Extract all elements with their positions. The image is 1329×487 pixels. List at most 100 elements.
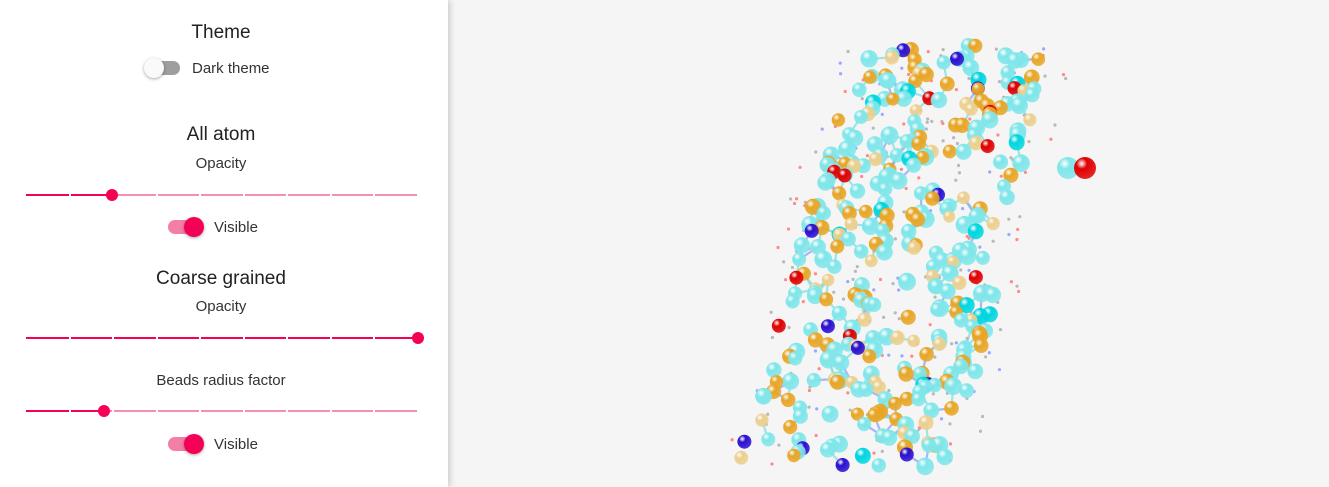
bead [1010, 96, 1028, 115]
bead [755, 387, 772, 405]
bead [880, 72, 897, 89]
bead [806, 373, 822, 388]
bead [955, 143, 972, 160]
bead [850, 407, 865, 421]
switch-thumb[interactable] [184, 434, 204, 454]
bead [906, 157, 922, 173]
slider-tick [155, 410, 158, 412]
bead [840, 231, 856, 247]
slider-fill [26, 410, 105, 412]
bead [819, 292, 834, 307]
bead [918, 67, 934, 83]
bead [932, 337, 947, 352]
bead [943, 210, 956, 223]
bead [1000, 65, 1016, 80]
bead [837, 168, 852, 183]
bead [962, 59, 980, 77]
coarse-grained-visible-label: Visible [214, 435, 258, 453]
bead [923, 402, 940, 419]
slider-thumb[interactable] [98, 405, 111, 417]
all-atom-visible-label: Visible [214, 218, 258, 236]
bead [1006, 52, 1024, 69]
bead [899, 134, 914, 149]
bead [968, 270, 983, 285]
control-panel: Theme Dark theme All atom Opacity Visibl… [0, 0, 448, 487]
bead [953, 313, 969, 328]
bead [886, 92, 900, 106]
bead [950, 51, 964, 66]
coarse-grained-visible-toggle-row: Visible [166, 433, 258, 455]
bead [981, 111, 999, 129]
bead [899, 447, 914, 462]
bead [849, 183, 866, 199]
bead [829, 374, 846, 390]
bead [857, 417, 872, 432]
switch-thumb[interactable] [184, 217, 204, 237]
bead [958, 247, 977, 265]
bead [890, 330, 905, 346]
bead [910, 212, 926, 227]
dark-theme-switch[interactable] [144, 57, 182, 79]
slider-tick [417, 410, 419, 412]
bead [1024, 87, 1040, 103]
slider-thumb[interactable] [106, 189, 119, 201]
coarse-grained-visible-switch[interactable] [166, 433, 204, 455]
bead [868, 152, 883, 167]
bead [766, 362, 782, 378]
bead [877, 182, 893, 197]
bead [964, 102, 978, 116]
bead [911, 392, 926, 407]
slider-rail [26, 410, 418, 412]
bead [968, 208, 984, 224]
bead [1023, 113, 1037, 127]
bead [827, 259, 842, 274]
slider-thumb[interactable] [412, 332, 424, 344]
slider-tick [286, 194, 289, 196]
bead [918, 415, 934, 431]
slider-tick [112, 410, 115, 412]
bead [957, 191, 970, 205]
bead [737, 434, 752, 449]
bead [1057, 157, 1079, 179]
coarse-grained-opacity-slider[interactable] [26, 328, 424, 348]
slider-tick [199, 194, 202, 196]
bead [831, 113, 846, 127]
bead [1008, 134, 1025, 151]
bead [884, 50, 899, 65]
bead [814, 250, 833, 269]
all-atom-visible-switch[interactable] [166, 216, 204, 238]
bead [936, 55, 951, 70]
bead [898, 366, 914, 382]
all-atom-visible-toggle-row: Visible [166, 216, 258, 238]
molecule-viewer-canvas[interactable] [448, 0, 1329, 487]
bead [852, 82, 867, 98]
bead [901, 223, 917, 240]
bead [1023, 69, 1040, 86]
all-atom-opacity-slider[interactable] [26, 185, 419, 205]
bead [984, 286, 1002, 304]
slider-tick [155, 337, 158, 339]
bead [942, 144, 957, 159]
bead [830, 239, 845, 254]
slider-tick [373, 337, 376, 339]
bead [806, 287, 824, 305]
bead [959, 383, 974, 398]
bead [761, 432, 776, 447]
bead [941, 264, 959, 282]
bead [854, 447, 871, 464]
bead [817, 174, 834, 191]
switch-thumb[interactable] [144, 58, 164, 78]
bead [821, 405, 839, 423]
bead [860, 50, 878, 68]
all-atom-opacity-label: Opacity [195, 155, 247, 172]
beads-radius-factor-slider[interactable] [26, 401, 419, 421]
bead [958, 297, 975, 314]
bead [857, 312, 872, 327]
slider-tick [199, 410, 202, 412]
bead [919, 347, 934, 362]
bead [864, 254, 878, 268]
bead [863, 70, 877, 84]
bead [771, 318, 786, 333]
beads-radius-factor-label: Beads radius factor [156, 372, 286, 389]
slider-tick [242, 410, 245, 412]
